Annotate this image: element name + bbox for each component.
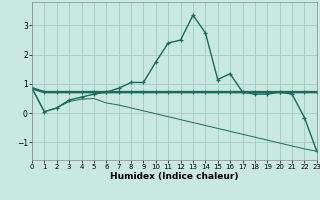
X-axis label: Humidex (Indice chaleur): Humidex (Indice chaleur) xyxy=(110,172,239,181)
